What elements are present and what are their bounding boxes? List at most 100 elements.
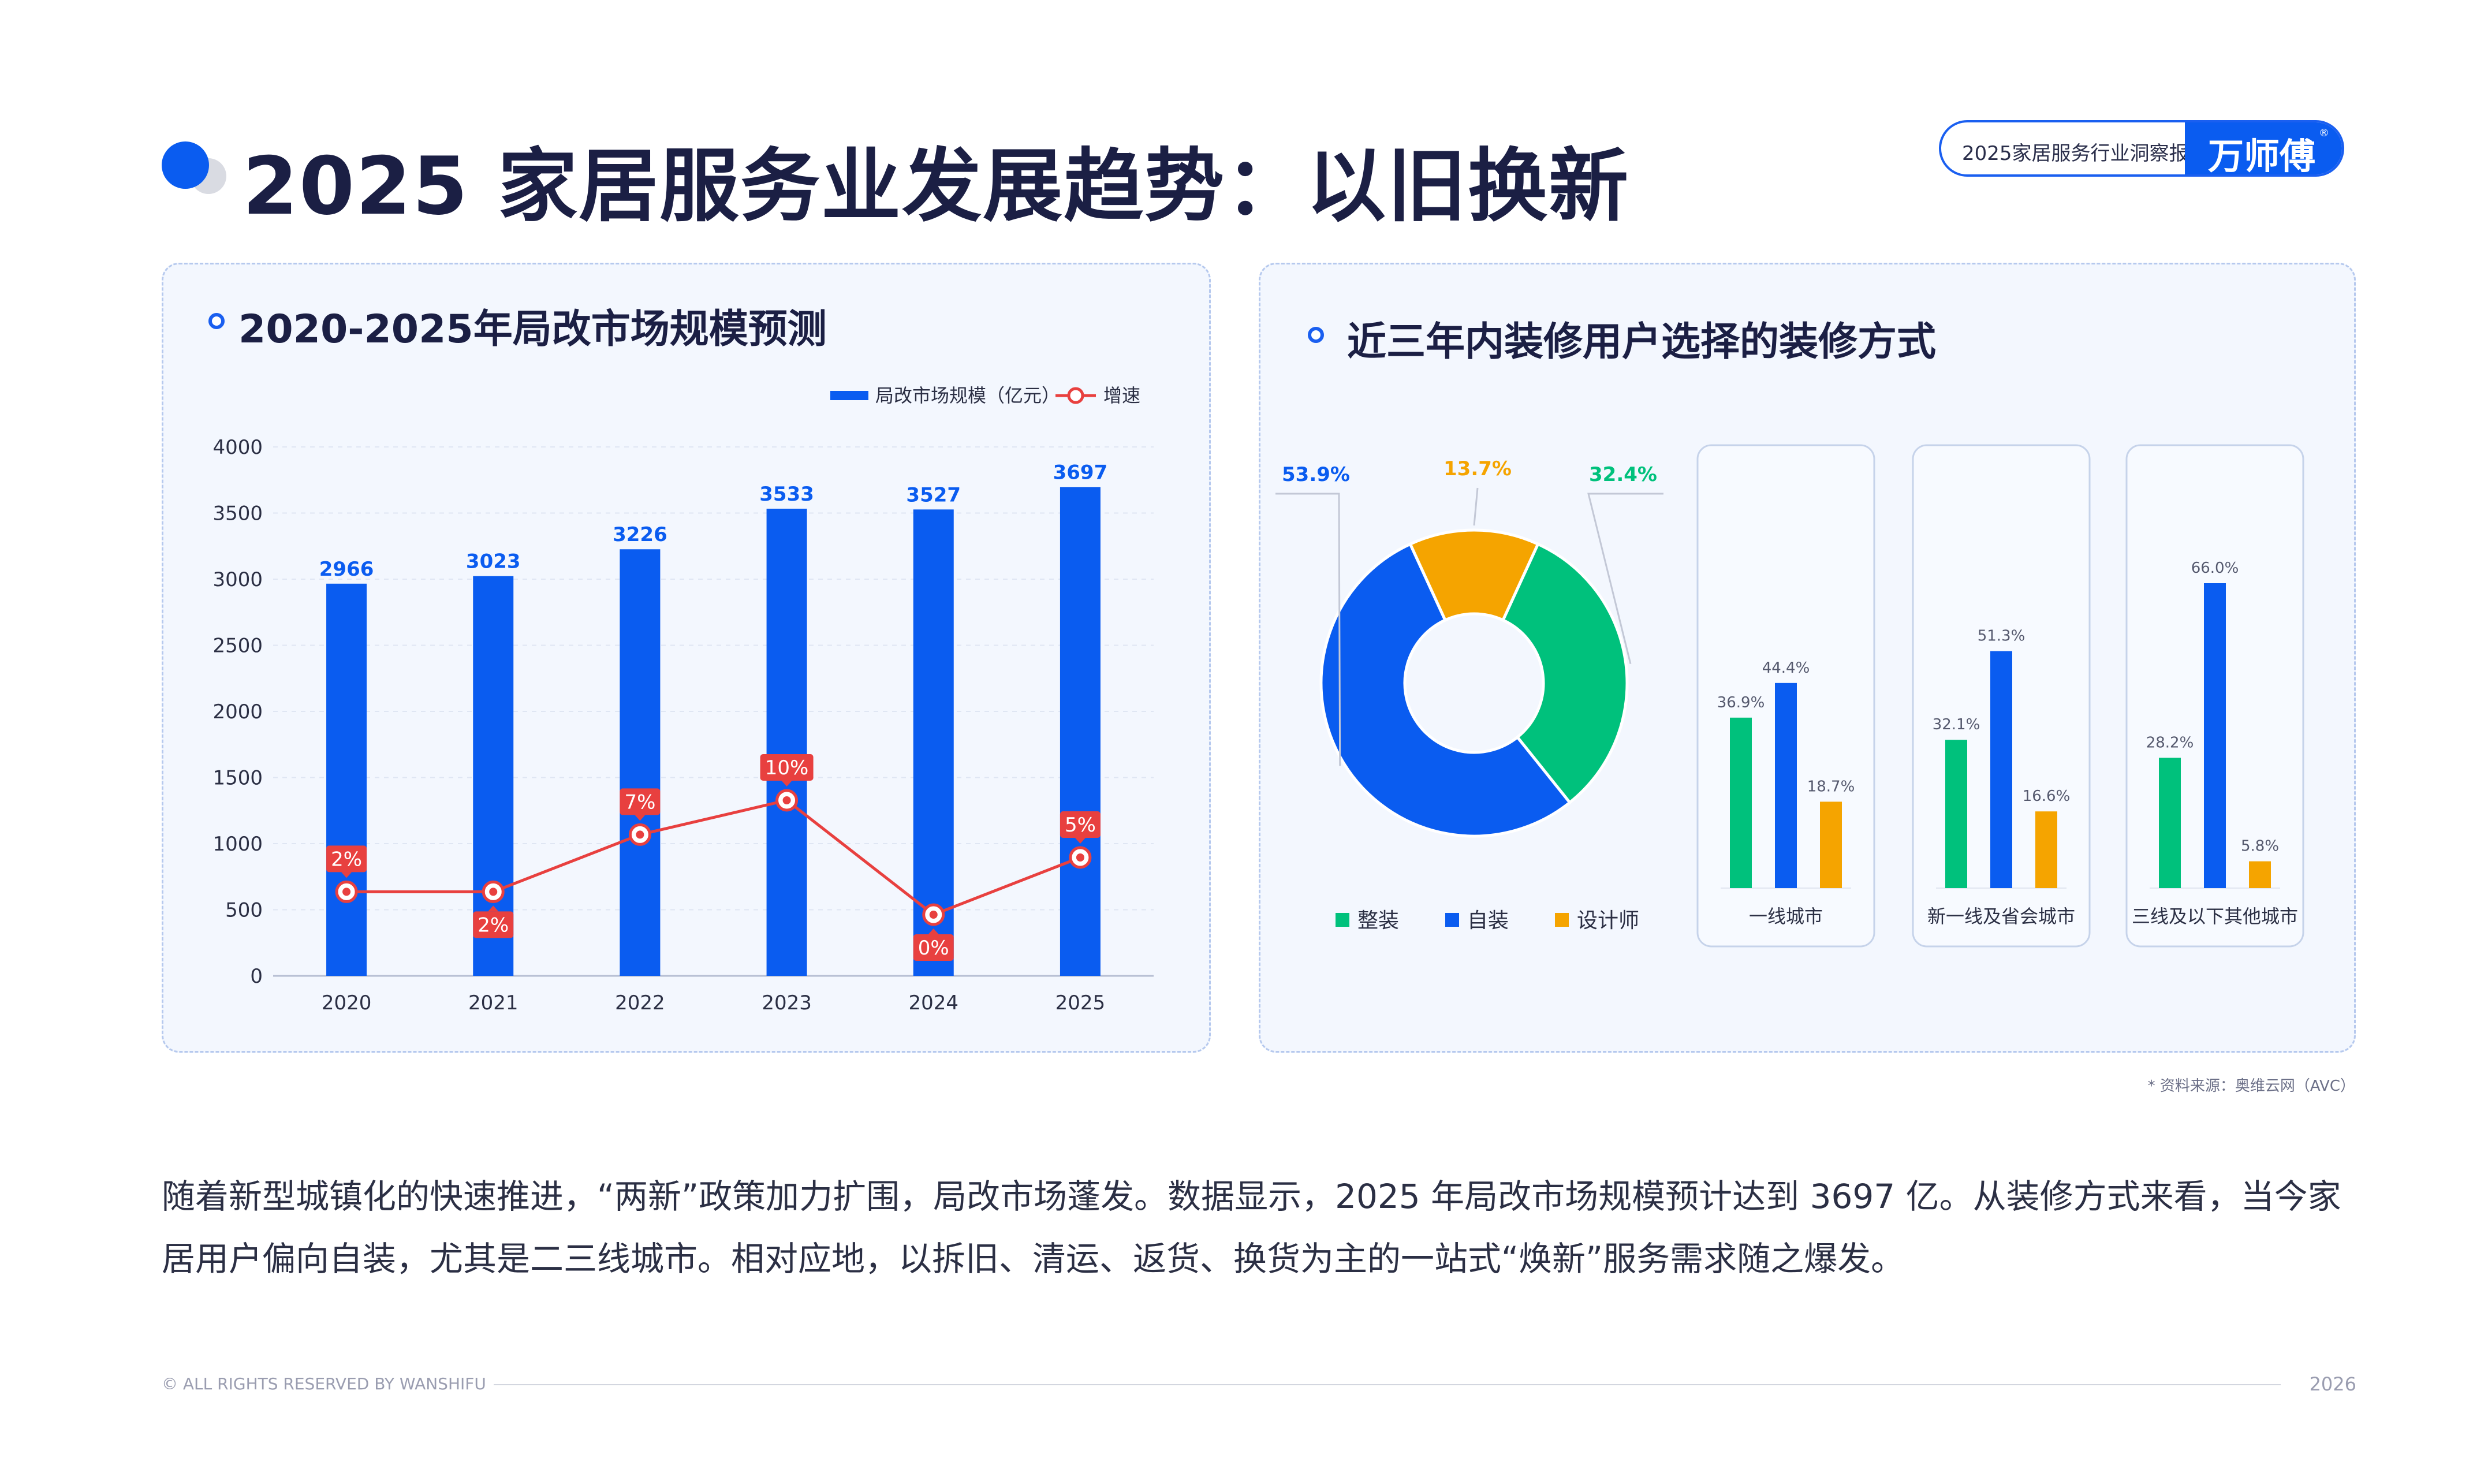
bar <box>1060 487 1101 976</box>
growth-point-center <box>489 888 498 896</box>
legend-label: 整装 <box>1357 909 1399 933</box>
city-bar <box>2249 861 2271 888</box>
growth-point-center <box>929 911 938 919</box>
city-bar-value-label: 51.3% <box>1978 628 2026 645</box>
y-tick-label: 1500 <box>212 767 263 790</box>
donut-slice <box>1319 542 1572 838</box>
city-bar-value-label: 36.9% <box>1717 694 1765 711</box>
legend-line-marker <box>1067 387 1084 404</box>
bar-value-label: 3527 <box>906 483 961 506</box>
growth-point-center <box>782 796 791 804</box>
panel-title-ring-icon <box>1308 327 1324 343</box>
city-bar-value-label: 32.1% <box>1933 716 1980 733</box>
left-panel-title: 2020-2025年局改市场规模预测 <box>238 307 827 352</box>
growth-point-center <box>636 830 644 839</box>
summary-paragraph: 随着新型城镇化的快速推进，“两新”政策加力扩围，局改市场蓬发。数据显示，2025… <box>162 1177 2341 1278</box>
city-category-label: 一线城市 <box>1749 905 1823 927</box>
legend-label: 设计师 <box>1577 909 1639 933</box>
growth-label-box <box>913 934 954 961</box>
y-tick-label: 500 <box>225 899 263 922</box>
donut-leader-line <box>1473 487 1479 526</box>
y-tick-label: 0 <box>250 965 263 988</box>
x-tick-label: 2020 <box>322 991 372 1015</box>
y-tick-label: 3000 <box>212 568 263 591</box>
footer-year: 2026 <box>2309 1373 2356 1395</box>
page-title: 2025 家居服务业发展趋势：以旧换新 <box>243 140 1630 233</box>
city-bar <box>2159 758 2181 888</box>
legend-swatch <box>1445 913 1459 927</box>
growth-point-center <box>342 888 351 896</box>
city-bar <box>1775 683 1797 888</box>
growth-line <box>346 799 1081 916</box>
growth-label-pointer <box>781 781 792 786</box>
growth-label-box <box>326 845 367 872</box>
x-tick-label: 2022 <box>615 991 665 1015</box>
city-bar-value-label: 5.8% <box>2241 838 2279 855</box>
y-tick-label: 1000 <box>212 833 263 856</box>
footer-copyright: © ALL RIGHTS RESERVED BY WANSHIFU <box>162 1374 486 1393</box>
bar-value-label: 2966 <box>319 558 374 581</box>
city-bar <box>1820 801 1842 888</box>
donut-slice-label: 53.9% <box>1282 463 1350 486</box>
report-badge-text: 2025家居服务行业洞察报告 <box>1962 142 2209 165</box>
city-bar <box>2035 811 2057 888</box>
growth-label-pointer <box>1075 838 1086 844</box>
city-category-label: 三线及以下其他城市 <box>2132 905 2298 927</box>
right-panel-title: 近三年内装修用户选择的装修方式 <box>1347 319 1937 365</box>
bar <box>766 508 807 976</box>
city-bar <box>2204 583 2226 888</box>
x-tick-label: 2023 <box>762 991 812 1015</box>
x-tick-label: 2024 <box>908 991 958 1015</box>
renovation-method-donut-chart: 32.4% 53.9% 13.7% 整装 自装 设计师 36.9% 44.4% 18.7% 一… <box>1275 444 2304 948</box>
report-badge: 2025家居服务行业洞察报告 万师傅 ® <box>1939 120 2344 177</box>
source-note: * 资料来源：奥维云网（AVC） <box>2147 1077 2355 1095</box>
y-tick-label: 3500 <box>212 502 263 525</box>
bar-value-label: 3226 <box>613 523 667 546</box>
bar <box>326 583 367 976</box>
donut-slice-label: 32.4% <box>1589 463 1657 486</box>
panel-title-ring-icon <box>208 313 225 329</box>
bar <box>913 509 954 976</box>
growth-label-pointer <box>488 905 499 912</box>
growth-point-center <box>1076 853 1084 862</box>
market-size-chart: 0 500 1000 1500 2000 2500 3000 3500 4000 2020 202… <box>212 385 1154 1015</box>
donut-slice <box>1501 542 1629 805</box>
growth-label-box <box>760 754 814 781</box>
footer-divider <box>494 1384 2281 1385</box>
y-tick-label: 2500 <box>212 635 263 658</box>
legend-label: 自装 <box>1467 909 1509 933</box>
x-tick-label: 2021 <box>468 991 519 1015</box>
city-bar <box>1945 740 1967 888</box>
legend-line-label: 增速 <box>1103 385 1140 407</box>
brand-logo: 万师傅 ® <box>2185 122 2342 177</box>
title-dot-blue-icon <box>162 141 209 189</box>
brand-registered-mark: ® <box>2319 127 2329 139</box>
y-tick-label: 2000 <box>212 700 263 724</box>
growth-value-label: 2% <box>478 913 509 937</box>
city-bar-value-label: 66.0% <box>2191 560 2239 577</box>
city-category-label: 新一线及省会城市 <box>1927 905 2075 927</box>
legend-swatch <box>1336 913 1349 927</box>
x-tick-label: 2025 <box>1055 991 1106 1015</box>
bar <box>620 549 661 976</box>
city-bar-value-label: 16.6% <box>2023 788 2071 805</box>
bar-value-label: 3697 <box>1053 461 1108 484</box>
city-bar-value-label: 18.7% <box>1807 778 1855 795</box>
brand-name: 万师傅 <box>2208 135 2316 177</box>
city-bar-value-label: 44.4% <box>1762 659 1810 677</box>
growth-value-label: 5% <box>1065 814 1096 837</box>
title-row: 2025 家居服务业发展趋势：以旧换新 <box>162 110 1628 233</box>
growth-label-pointer <box>635 815 646 821</box>
growth-label-box <box>1060 811 1101 838</box>
growth-value-label: 2% <box>331 848 362 871</box>
renovation-method-panel: 近三年内装修用户选择的装修方式 32.4% 53.9% 13.7% 整装 自装 设计师 … <box>1259 263 2356 1053</box>
city-bar <box>1990 651 2012 888</box>
donut-leader-line <box>1587 493 1663 664</box>
growth-label-pointer <box>928 929 939 934</box>
growth-value-label: 7% <box>624 791 655 814</box>
growth-label-box <box>620 788 661 815</box>
growth-label-pointer <box>341 872 352 878</box>
donut-leader-line <box>1275 493 1341 766</box>
donut-slice <box>1408 528 1540 622</box>
donut-slice-label: 13.7% <box>1443 457 1512 480</box>
